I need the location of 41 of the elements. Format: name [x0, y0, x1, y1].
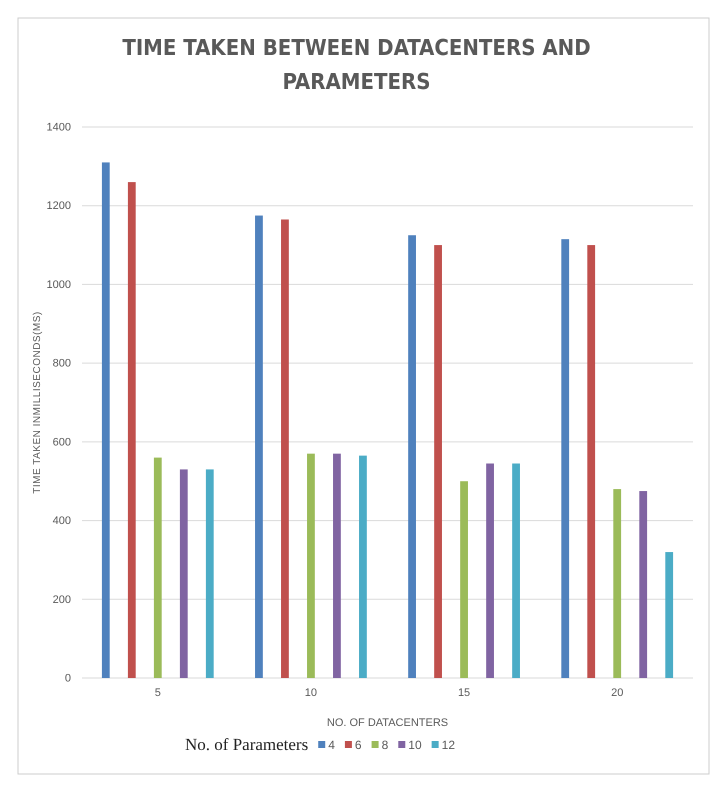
x-tick-label: 10 — [304, 686, 318, 699]
y-axis-title: TIME TAKEN INMILLISECONDS(MS) — [32, 311, 43, 494]
bar — [307, 454, 315, 678]
bar — [460, 481, 468, 678]
y-tick-label: 1200 — [46, 200, 71, 212]
bar — [639, 491, 648, 678]
bar — [434, 245, 442, 678]
legend-label: 6 — [354, 738, 362, 752]
x-tick-label: 5 — [154, 686, 161, 699]
y-tick-label: 200 — [52, 594, 71, 606]
bar — [333, 454, 341, 678]
x-axis-title: NO. OF DATACENTERS — [326, 717, 448, 729]
bar — [408, 235, 416, 678]
y-tick-label: 0 — [64, 672, 71, 685]
bar — [561, 239, 570, 678]
bar — [128, 182, 136, 678]
bar — [512, 464, 520, 678]
x-tick-label: 20 — [611, 686, 624, 699]
y-tick-label: 400 — [52, 515, 71, 528]
bar — [206, 469, 214, 678]
chart-title: TIME TAKEN BETWEEN DATACENTERS AND PARAMETERS — [122, 36, 591, 95]
y-tick-label: 1400 — [46, 122, 71, 134]
bar — [180, 469, 188, 678]
y-tick-label: 600 — [52, 436, 71, 448]
legend-label: 8 — [382, 738, 389, 752]
legend-title: No. of Parameters — [185, 735, 308, 754]
bar — [613, 489, 622, 678]
legend-label: 12 — [442, 738, 456, 752]
bar — [587, 245, 596, 678]
bar — [255, 216, 263, 678]
x-tick-label: 15 — [458, 686, 470, 699]
bar — [154, 458, 162, 678]
legend-label: 10 — [408, 738, 422, 752]
y-tick-label: 1000 — [46, 278, 71, 291]
bar — [102, 162, 110, 678]
bar — [665, 552, 674, 678]
y-tick-label: 800 — [52, 358, 71, 370]
legend-label: 4 — [328, 738, 336, 752]
bar — [281, 219, 289, 678]
bar — [359, 456, 367, 678]
bar — [486, 464, 494, 678]
